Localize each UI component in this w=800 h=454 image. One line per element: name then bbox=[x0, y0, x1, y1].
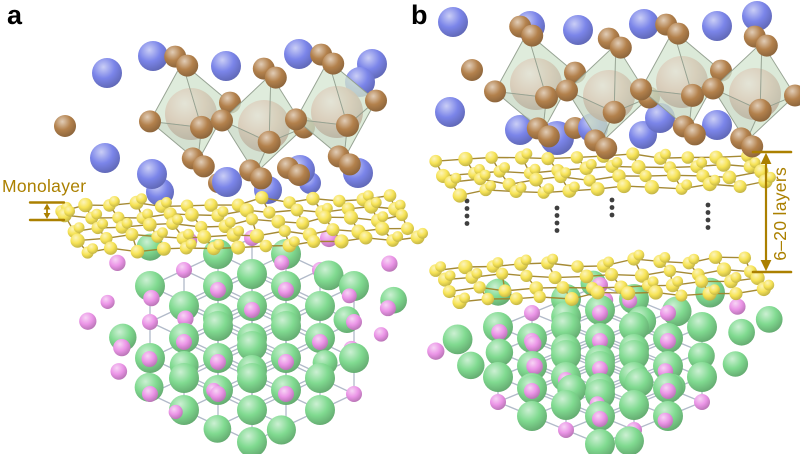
monolayer-thickness-indicator bbox=[28, 201, 66, 222]
layers-range-label: 6–20 layers bbox=[770, 167, 790, 261]
perovskite-structure-a bbox=[54, 39, 387, 197]
top-layer-lattice-b bbox=[429, 146, 776, 203]
monolayer-label: Monolayer bbox=[2, 176, 87, 196]
layer-ellipsis-dots bbox=[464, 197, 711, 233]
panel-a-label: a bbox=[7, 0, 23, 30]
panel-a-structure bbox=[28, 39, 428, 454]
panel-b-structure bbox=[427, 1, 800, 454]
panel-b-label: b bbox=[411, 0, 428, 30]
substrate-lattice-a bbox=[79, 229, 407, 454]
perovskite-structure-b bbox=[435, 1, 800, 160]
layers-range-indicator bbox=[751, 150, 793, 274]
bottom-layer-lattice-b bbox=[429, 249, 775, 310]
monolayer-lattice-a bbox=[55, 189, 428, 259]
substrate-lattice-b bbox=[427, 270, 783, 454]
